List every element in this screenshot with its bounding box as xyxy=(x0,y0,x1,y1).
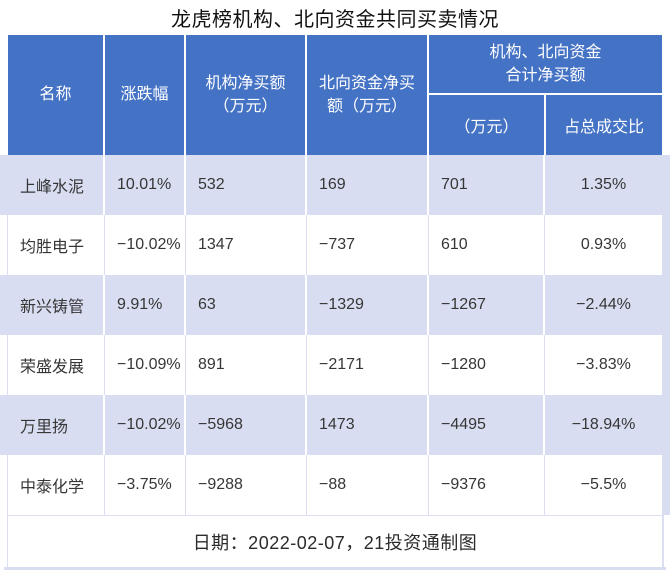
cell-stock-name: 荣盛发展 xyxy=(8,335,105,395)
cell-stock-name: 新兴铸管 xyxy=(8,275,105,335)
cell-northbound-net: 169 xyxy=(307,155,429,215)
cell-stock-name: 上峰水泥 xyxy=(8,155,105,215)
col-header-name: 名称 xyxy=(8,35,105,155)
table-row: 万里扬 −10.02% −5968 1473 −4495 −18.94% xyxy=(0,395,670,455)
cell-turnover-ratio: −18.94% xyxy=(571,416,636,433)
col-header-northbound-net-buy: 北向资金净买 额（万元） xyxy=(307,35,429,155)
cell-change: −10.09% xyxy=(105,335,186,395)
cell-turnover-ratio: 0.93% xyxy=(580,236,627,253)
cell-turnover-ratio: −5.5% xyxy=(580,476,627,493)
table-row: 均胜电子 −10.02% 1347 −737 610 0.93% xyxy=(0,215,670,275)
cell-change: 10.01% xyxy=(105,155,186,215)
table-row: 上峰水泥 10.01% 532 169 701 1.35% xyxy=(0,155,670,215)
col-header-combined-subrow: （万元） 占总成交比 xyxy=(429,95,662,155)
cell-institution-net: 1347 xyxy=(186,215,307,275)
col-header-combined-ratio: 占总成交比 xyxy=(563,119,644,136)
page-title: 龙虎榜机构、北向资金共同买卖情况 xyxy=(171,9,499,31)
col-header-combined-group: 机构、北向资金 合计净买额 （万元） 占总成交比 xyxy=(429,35,662,155)
cell-northbound-net: 1473 xyxy=(307,395,429,455)
col-header-combined-title: 机构、北向资金 合计净买额 xyxy=(429,35,662,95)
cell-institution-net: 532 xyxy=(186,155,307,215)
cell-stock-name: 万里扬 xyxy=(8,395,105,455)
cell-combined-net: −4495 xyxy=(429,395,545,455)
cell-change: −10.02% xyxy=(105,395,186,455)
cell-change: 9.91% xyxy=(105,275,186,335)
cell-stock-name: 均胜电子 xyxy=(8,215,105,275)
cell-combined-net: 610 xyxy=(429,215,545,275)
cell-combined-net: 701 xyxy=(429,155,545,215)
col-header-institution-net-buy: 机构净买额 （万元） xyxy=(186,35,307,155)
cell-institution-net: 63 xyxy=(186,275,307,335)
cell-turnover-ratio: 1.35% xyxy=(580,176,627,193)
col-header-combined-amount: （万元） xyxy=(429,95,546,155)
table-bottom-border xyxy=(4,567,666,570)
table-footer: 日期：2022-02-07，21投资通制图 xyxy=(0,515,670,567)
cell-turnover-ratio: −3.83% xyxy=(576,356,631,373)
cell-northbound-net: −2171 xyxy=(307,335,429,395)
cell-institution-net: 891 xyxy=(186,335,307,395)
table-header-row: 名称 涨跌幅 机构净买额 （万元） 北向资金净买 额（万元） 机构、北向资金 合… xyxy=(8,35,662,155)
cell-combined-net: −1280 xyxy=(429,335,545,395)
cell-combined-net: −9376 xyxy=(429,455,545,515)
cell-combined-net: −1267 xyxy=(429,275,545,335)
cell-change: −10.02% xyxy=(105,215,186,275)
cell-institution-net: −5968 xyxy=(186,395,307,455)
table-row: 荣盛发展 −10.09% 891 −2171 −1280 −3.83% xyxy=(0,335,670,395)
cell-northbound-net: −737 xyxy=(307,215,429,275)
table-row: 新兴铸管 9.91% 63 −1329 −1267 −2.44% xyxy=(0,275,670,335)
cell-turnover-ratio: −2.44% xyxy=(576,296,631,313)
cell-change: −3.75% xyxy=(105,455,186,515)
table-header-shell: 名称 涨跌幅 机构净买额 （万元） 北向资金净买 额（万元） 机构、北向资金 合… xyxy=(0,35,670,155)
cell-northbound-net: −88 xyxy=(307,455,429,515)
col-header-change: 涨跌幅 xyxy=(105,35,186,155)
footer-note: 日期：2022-02-07，21投资通制图 xyxy=(8,515,662,568)
cell-northbound-net: −1329 xyxy=(307,275,429,335)
table-row: 中泰化学 −3.75% −9288 −88 −9376 −5.5% xyxy=(0,455,670,515)
cell-institution-net: −9288 xyxy=(186,455,307,515)
cell-stock-name: 中泰化学 xyxy=(8,455,105,515)
